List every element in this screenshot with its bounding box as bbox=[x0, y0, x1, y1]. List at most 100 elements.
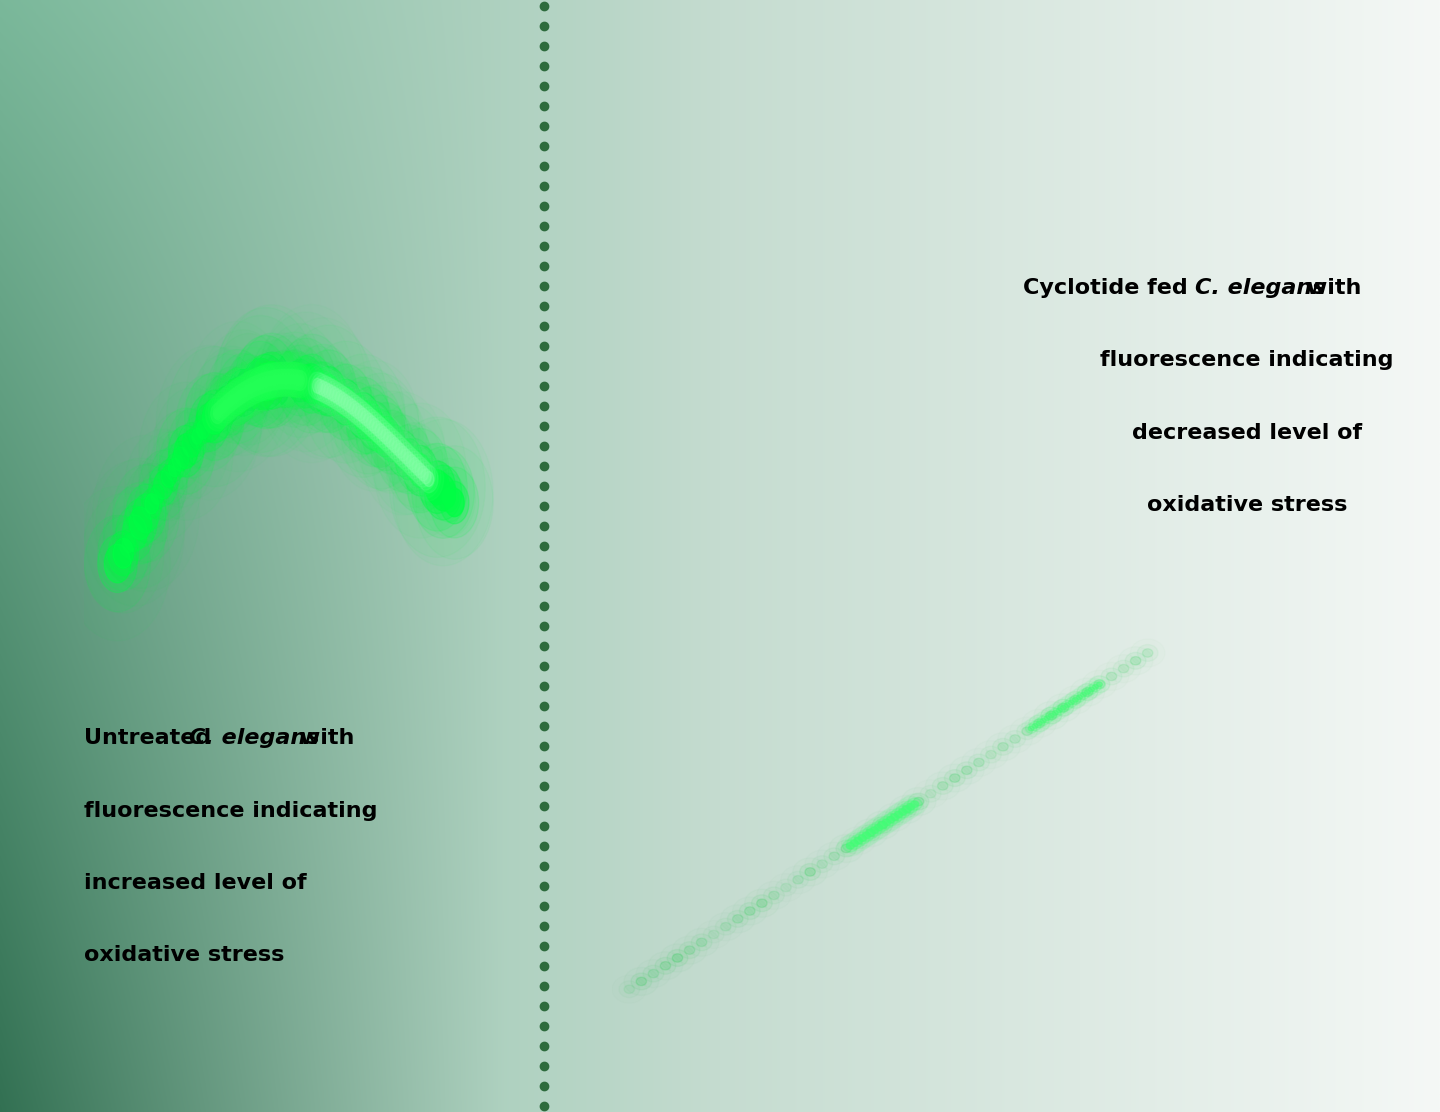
Circle shape bbox=[347, 399, 357, 414]
Circle shape bbox=[416, 463, 435, 490]
Circle shape bbox=[780, 883, 791, 892]
Circle shape bbox=[1084, 689, 1090, 694]
Circle shape bbox=[294, 365, 318, 399]
Circle shape bbox=[320, 374, 348, 416]
Circle shape bbox=[225, 378, 251, 415]
Circle shape bbox=[151, 485, 164, 504]
Circle shape bbox=[298, 364, 325, 404]
Circle shape bbox=[861, 820, 887, 841]
Circle shape bbox=[217, 386, 240, 420]
Circle shape bbox=[369, 415, 387, 443]
Circle shape bbox=[253, 365, 278, 399]
Circle shape bbox=[282, 363, 307, 397]
Circle shape bbox=[108, 530, 138, 576]
Circle shape bbox=[168, 409, 216, 478]
Circle shape bbox=[318, 375, 340, 408]
Circle shape bbox=[251, 366, 275, 400]
Circle shape bbox=[282, 369, 295, 389]
Circle shape bbox=[357, 405, 376, 431]
Circle shape bbox=[252, 353, 291, 408]
Circle shape bbox=[356, 400, 383, 440]
Circle shape bbox=[145, 494, 158, 514]
Circle shape bbox=[383, 426, 412, 470]
Text: C. elegans: C. elegans bbox=[1195, 278, 1326, 298]
Circle shape bbox=[887, 811, 901, 823]
Circle shape bbox=[1060, 705, 1066, 711]
Circle shape bbox=[212, 390, 235, 426]
Circle shape bbox=[366, 413, 384, 439]
Circle shape bbox=[197, 419, 210, 439]
Circle shape bbox=[259, 373, 272, 393]
Circle shape bbox=[239, 376, 258, 404]
Circle shape bbox=[661, 962, 671, 970]
Circle shape bbox=[347, 393, 379, 439]
Circle shape bbox=[816, 860, 828, 868]
Circle shape bbox=[805, 867, 815, 876]
Circle shape bbox=[359, 408, 369, 424]
Circle shape bbox=[425, 465, 462, 520]
Circle shape bbox=[350, 401, 360, 416]
Circle shape bbox=[268, 365, 288, 395]
Circle shape bbox=[274, 374, 281, 385]
Circle shape bbox=[399, 446, 418, 473]
Circle shape bbox=[104, 487, 166, 578]
Circle shape bbox=[312, 367, 346, 416]
Circle shape bbox=[720, 923, 732, 931]
Circle shape bbox=[1081, 681, 1102, 698]
Circle shape bbox=[228, 389, 242, 408]
Circle shape bbox=[945, 770, 965, 786]
Circle shape bbox=[1034, 719, 1044, 727]
Text: fluorescence indicating: fluorescence indicating bbox=[84, 801, 377, 821]
Circle shape bbox=[206, 396, 229, 431]
Circle shape bbox=[124, 499, 157, 547]
Circle shape bbox=[268, 370, 281, 390]
Circle shape bbox=[249, 367, 272, 401]
Circle shape bbox=[236, 383, 251, 403]
Circle shape bbox=[418, 466, 428, 480]
Circle shape bbox=[288, 374, 295, 385]
Circle shape bbox=[432, 473, 465, 523]
Circle shape bbox=[420, 468, 432, 485]
Circle shape bbox=[624, 985, 635, 993]
Circle shape bbox=[415, 464, 425, 478]
Circle shape bbox=[1028, 726, 1034, 731]
Circle shape bbox=[1048, 713, 1054, 718]
Circle shape bbox=[1106, 673, 1116, 681]
Circle shape bbox=[1045, 711, 1057, 721]
Circle shape bbox=[222, 400, 230, 411]
Circle shape bbox=[259, 361, 285, 399]
Circle shape bbox=[216, 354, 269, 431]
Circle shape bbox=[363, 409, 386, 443]
Circle shape bbox=[291, 366, 310, 395]
Text: Untreated: Untreated bbox=[84, 728, 219, 748]
Circle shape bbox=[225, 391, 239, 410]
Circle shape bbox=[301, 350, 357, 433]
Circle shape bbox=[213, 401, 228, 420]
Text: with: with bbox=[292, 728, 354, 748]
Circle shape bbox=[431, 474, 455, 510]
Circle shape bbox=[279, 361, 304, 397]
Circle shape bbox=[324, 384, 334, 399]
Circle shape bbox=[183, 429, 202, 457]
Circle shape bbox=[387, 430, 419, 477]
Circle shape bbox=[949, 774, 960, 783]
Circle shape bbox=[412, 460, 422, 475]
Circle shape bbox=[1089, 676, 1110, 693]
Circle shape bbox=[873, 816, 893, 833]
Circle shape bbox=[334, 389, 347, 407]
Circle shape bbox=[883, 814, 899, 826]
Circle shape bbox=[85, 515, 150, 612]
Circle shape bbox=[890, 802, 916, 822]
Circle shape bbox=[667, 950, 688, 966]
Circle shape bbox=[1089, 687, 1094, 692]
Circle shape bbox=[239, 334, 304, 428]
Circle shape bbox=[386, 435, 397, 449]
Circle shape bbox=[1061, 694, 1081, 711]
Circle shape bbox=[158, 445, 190, 490]
Circle shape bbox=[338, 393, 348, 408]
Circle shape bbox=[223, 381, 246, 416]
Circle shape bbox=[878, 810, 903, 830]
Circle shape bbox=[276, 369, 289, 389]
Circle shape bbox=[215, 403, 226, 419]
Text: C. elegans: C. elegans bbox=[189, 728, 320, 748]
